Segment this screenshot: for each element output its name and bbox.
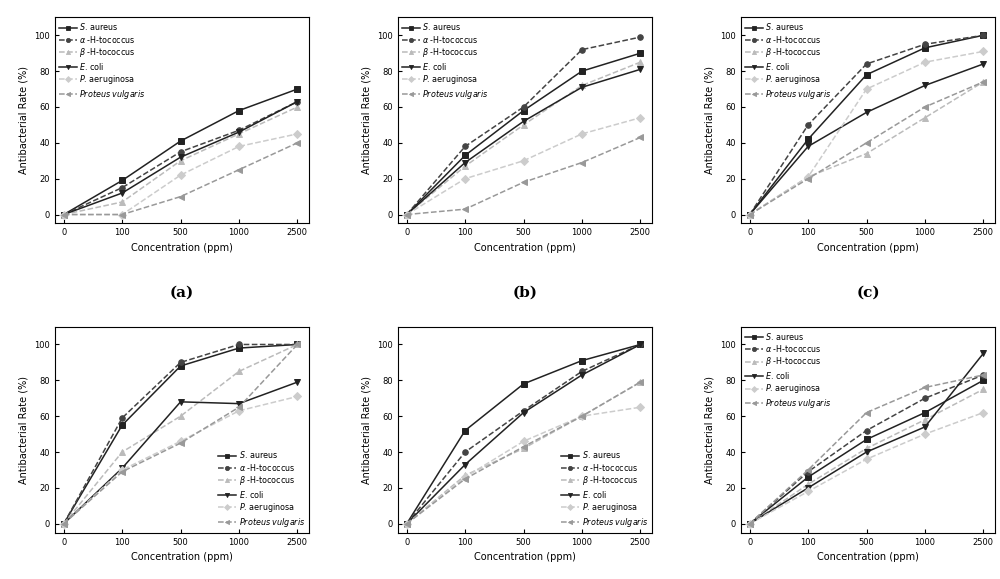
X-axis label: Concentration (ppm): Concentration (ppm) <box>474 552 576 562</box>
Y-axis label: Antibacterial Rate (%): Antibacterial Rate (%) <box>19 376 29 483</box>
X-axis label: Concentration (ppm): Concentration (ppm) <box>131 243 233 253</box>
Legend: $\it{S}$. aureus, $\alpha$ -H-tococcus, $\beta$ -H-tococcus, $\it{E}$. coli, $\i: $\it{S}$. aureus, $\alpha$ -H-tococcus, … <box>400 20 490 102</box>
Y-axis label: Antibacterial Rate (%): Antibacterial Rate (%) <box>362 376 372 483</box>
X-axis label: Concentration (ppm): Concentration (ppm) <box>817 243 919 253</box>
Legend: $\it{S}$. aureus, $\alpha$ -H-tococcus, $\beta$ -H-tococcus, $\it{E}$. coli, $\i: $\it{S}$. aureus, $\alpha$ -H-tococcus, … <box>560 448 650 530</box>
Legend: $\it{S}$. aureus, $\alpha$ -H-tococcus, $\beta$ -H-tococcus, $\it{E}$. coli, $\i: $\it{S}$. aureus, $\alpha$ -H-tococcus, … <box>743 329 833 412</box>
Y-axis label: Antibacterial Rate (%): Antibacterial Rate (%) <box>705 376 715 483</box>
X-axis label: Concentration (ppm): Concentration (ppm) <box>474 243 576 253</box>
Legend: $\it{S}$. aureus, $\alpha$ -H-tococcus, $\beta$ -H-tococcus, $\it{E}$. coli, $\i: $\it{S}$. aureus, $\alpha$ -H-tococcus, … <box>57 20 147 102</box>
Legend: $\it{S}$. aureus, $\alpha$ -H-tococcus, $\beta$ -H-tococcus, $\it{E}$. coli, $\i: $\it{S}$. aureus, $\alpha$ -H-tococcus, … <box>217 448 307 530</box>
Y-axis label: Antibacterial Rate (%): Antibacterial Rate (%) <box>362 67 372 174</box>
Text: (b): (b) <box>512 285 538 299</box>
X-axis label: Concentration (ppm): Concentration (ppm) <box>131 552 233 562</box>
Legend: $\it{S}$. aureus, $\alpha$ -H-tococcus, $\beta$ -H-tococcus, $\it{E}$. coli, $\i: $\it{S}$. aureus, $\alpha$ -H-tococcus, … <box>743 20 833 102</box>
Text: (a): (a) <box>170 285 194 299</box>
Y-axis label: Antibacterial Rate (%): Antibacterial Rate (%) <box>705 67 715 174</box>
Text: (c): (c) <box>856 285 880 299</box>
Y-axis label: Antibacterial Rate (%): Antibacterial Rate (%) <box>19 67 29 174</box>
X-axis label: Concentration (ppm): Concentration (ppm) <box>817 552 919 562</box>
